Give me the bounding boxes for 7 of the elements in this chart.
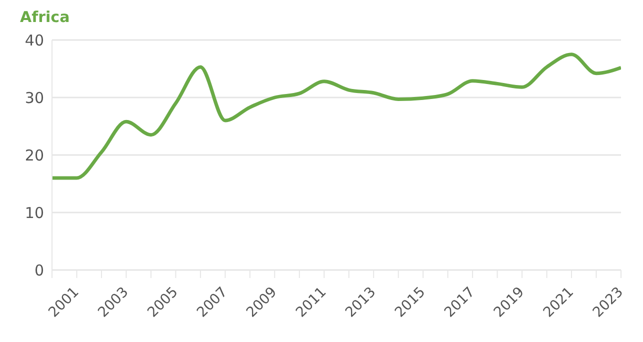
- chart-title: Africa: [20, 8, 71, 28]
- y-tick-label: 10: [24, 204, 44, 222]
- y-tick-label: 40: [24, 31, 44, 50]
- y-tick-label: 20: [24, 146, 44, 164]
- y-tick-label: 0: [34, 261, 44, 280]
- line-series: [52, 52, 621, 180]
- y-tick-label: 30: [24, 88, 44, 107]
